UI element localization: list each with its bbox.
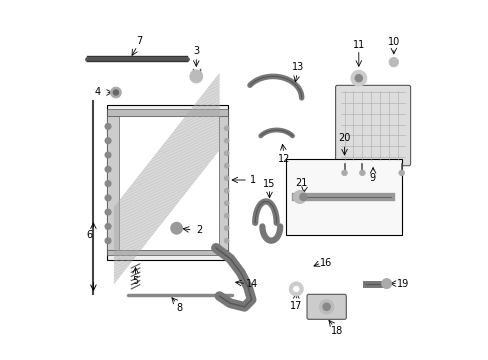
Circle shape [398,170,404,176]
Text: 7: 7 [136,36,142,46]
Circle shape [189,70,203,83]
Circle shape [359,170,365,176]
Circle shape [224,139,228,143]
Circle shape [289,283,302,296]
Text: 16: 16 [319,258,331,268]
Circle shape [341,170,346,176]
Text: 11: 11 [352,40,364,50]
Circle shape [224,176,228,180]
Text: 6: 6 [86,230,92,240]
Bar [107,109,228,116]
Text: 3: 3 [193,46,199,57]
Bar [219,116,228,249]
Circle shape [105,238,111,244]
Text: 14: 14 [246,279,258,289]
Circle shape [224,163,228,168]
Text: 9: 9 [368,173,375,183]
Text: 5: 5 [132,276,139,286]
Circle shape [224,201,228,205]
Text: 13: 13 [291,63,304,72]
Circle shape [105,195,111,201]
FancyBboxPatch shape [335,85,410,166]
Circle shape [105,181,111,186]
Circle shape [113,90,118,95]
Text: 21: 21 [295,178,307,188]
Circle shape [105,152,111,158]
Text: 2: 2 [196,225,203,235]
Text: 15: 15 [263,179,275,189]
Circle shape [323,303,329,310]
Bar [114,116,219,249]
Circle shape [105,123,111,129]
Text: 10: 10 [387,37,399,48]
Circle shape [105,209,111,215]
Text: 4: 4 [95,87,101,98]
Circle shape [224,126,228,130]
Bar [107,116,119,249]
Text: 17: 17 [289,301,302,311]
Circle shape [293,286,299,292]
Circle shape [171,222,182,234]
Circle shape [299,193,306,201]
Circle shape [110,87,121,98]
Text: 19: 19 [397,279,409,289]
Circle shape [224,226,228,230]
Circle shape [381,279,391,289]
Text: 20: 20 [338,133,350,143]
Circle shape [224,151,228,156]
Text: 12: 12 [278,154,290,163]
Circle shape [105,138,111,144]
Bar [107,249,228,255]
Circle shape [105,166,111,172]
Circle shape [350,70,366,86]
Bar [107,105,228,260]
Circle shape [224,189,228,193]
Circle shape [105,224,111,229]
FancyBboxPatch shape [306,294,346,319]
Circle shape [354,75,362,82]
Text: 8: 8 [176,302,182,312]
Text: 18: 18 [330,326,342,336]
Bar [285,158,401,235]
Circle shape [319,300,333,314]
Circle shape [224,213,228,218]
Text: 1: 1 [250,175,256,185]
Circle shape [224,239,228,243]
Circle shape [293,190,305,203]
Circle shape [388,58,398,67]
